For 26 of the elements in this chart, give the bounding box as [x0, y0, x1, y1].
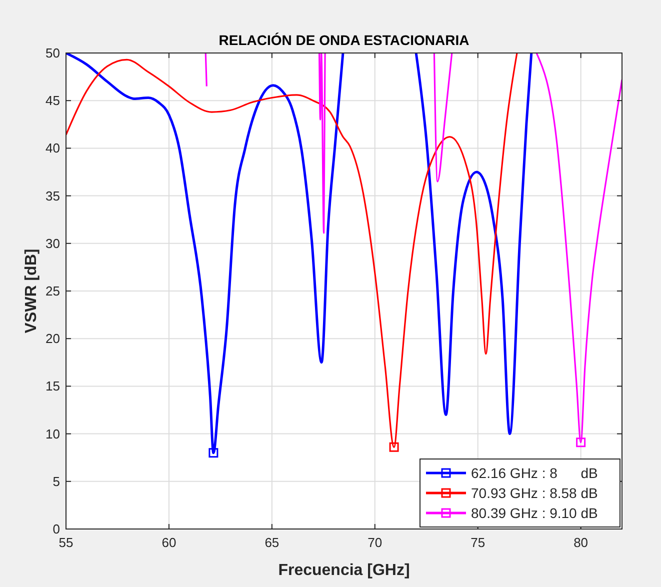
y-tick-label: 0	[52, 522, 60, 536]
y-tick-label: 30	[46, 236, 60, 251]
chart-title: RELACIÓN DE ONDA ESTACIONARIA	[218, 32, 470, 48]
y-tick-label: 35	[46, 188, 60, 204]
y-axis-title: VSWR [dB]	[23, 248, 40, 334]
y-tick-label: 5	[52, 474, 60, 489]
x-axis-title: Frecuencia [GHz]	[278, 562, 410, 579]
point	[576, 438, 586, 448]
legend-label: 62.16 GHz : 8 dB	[471, 465, 598, 481]
x-tick-label: 55	[58, 535, 74, 550]
x-tick-label: 80	[574, 535, 588, 550]
y-tick-label: 25	[46, 284, 60, 298]
y-tick-label: 45	[46, 93, 60, 108]
y-tick-label: 20	[46, 331, 60, 346]
y-tick-label: 15	[46, 378, 60, 394]
x-tick-label: 75	[470, 535, 486, 550]
point	[208, 448, 218, 458]
y-tick-label: 50	[46, 46, 60, 60]
point	[389, 442, 399, 452]
x-tick-label: 60	[162, 535, 176, 550]
y-tick-label: 10	[46, 426, 60, 442]
x-tick-label: 65	[264, 535, 280, 550]
legend-label: 70.93 GHz : 8.58 dB	[471, 485, 598, 501]
legend-label: 80.39 GHz : 9.10 dB	[471, 505, 598, 521]
y-tick-label: 40	[46, 140, 60, 156]
x-tick-label: 70	[368, 535, 382, 550]
